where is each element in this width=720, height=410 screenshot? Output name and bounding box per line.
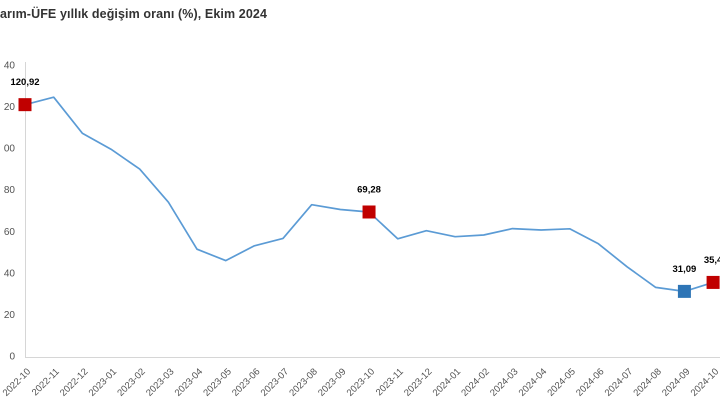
x-tick-label: 2023-07: [259, 366, 291, 398]
data-label-2023-10: 69,28: [357, 184, 381, 195]
x-tick-label: 2023-03: [144, 366, 176, 398]
x-tick-label: 2023-06: [230, 366, 262, 398]
highlight-marker-2024-09: [677, 284, 691, 298]
data-label-2022-10: 120,92: [10, 77, 39, 88]
x-tick-label: 2024-04: [517, 366, 549, 398]
x-tick-label: 2024-09: [660, 366, 692, 398]
x-tick-label: 2022-10: [1, 366, 33, 398]
x-tick-label: 2023-05: [201, 366, 233, 398]
y-tick-label: 00: [4, 144, 16, 155]
data-label-2024-09: 31,09: [673, 264, 697, 275]
x-tick-label: 2022-11: [30, 366, 62, 398]
y-tick-label: 80: [4, 185, 16, 196]
x-tick-label: 2024-01: [431, 366, 463, 398]
x-tick-label: 2023-10: [345, 366, 377, 398]
highlight-marker-2024-10: [706, 275, 720, 289]
x-tick-label: 2023-09: [316, 366, 348, 398]
x-tick-label: 2024-10: [689, 366, 720, 398]
x-tick-label: 2023-01: [87, 366, 119, 398]
y-tick-label: 60: [4, 227, 16, 238]
y-tick-label: 20: [4, 310, 16, 321]
y-tick-label: 20: [4, 102, 16, 113]
x-tick-label: 2022-12: [58, 366, 90, 398]
chart-title: arım-ÜFE yıllık değişim oranı (%), Ekim …: [0, 7, 267, 21]
x-tick-label: 2023-12: [402, 366, 434, 398]
highlight-marker-2023-10: [362, 205, 376, 219]
x-tick-label: 2024-03: [488, 366, 520, 398]
x-tick-label: 2024-05: [545, 366, 577, 398]
x-tick-label: 2023-11: [374, 366, 406, 398]
data-label-2024-10: 35,4: [704, 255, 720, 266]
x-tick-label: 2023-02: [115, 366, 147, 398]
y-tick-label: 40: [4, 60, 16, 71]
y-tick-label: 40: [4, 268, 16, 279]
highlight-marker-2022-10: [18, 98, 32, 112]
x-tick-label: 2024-08: [631, 366, 663, 398]
y-tick-label: 0: [9, 352, 15, 363]
x-tick-label: 2024-06: [574, 366, 606, 398]
x-tick-label: 2023-08: [287, 366, 319, 398]
x-tick-label: 2024-07: [603, 366, 635, 398]
x-tick-label: 2023-04: [173, 366, 205, 398]
x-tick-label: 2024-02: [459, 366, 491, 398]
